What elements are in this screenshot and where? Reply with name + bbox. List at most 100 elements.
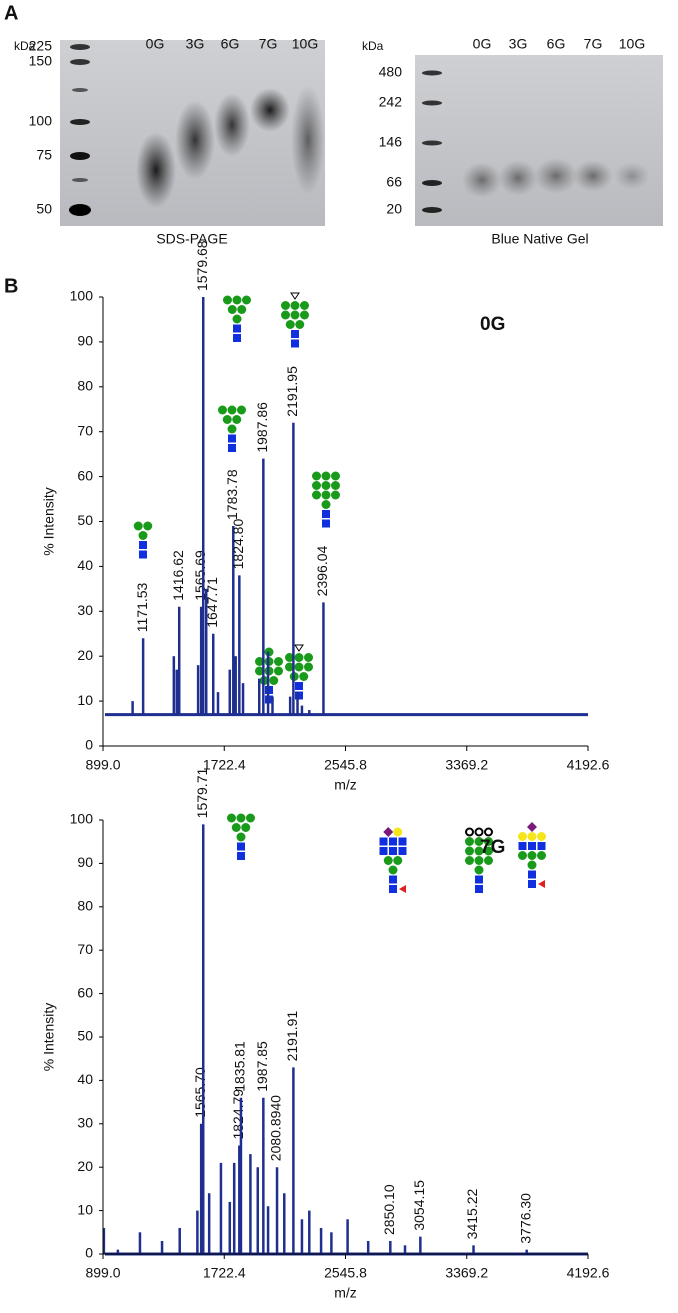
gel-bands bbox=[422, 70, 650, 213]
glycan-icon bbox=[218, 405, 246, 452]
glycan-residue bbox=[321, 481, 331, 490]
peak-label: 3415.22 bbox=[464, 1188, 480, 1239]
glycan-residue bbox=[274, 666, 283, 676]
glycan-residue bbox=[321, 471, 331, 481]
glycan-residue bbox=[393, 856, 403, 865]
glycan-residue bbox=[398, 847, 407, 855]
glycan-residue bbox=[537, 842, 546, 850]
glycan-residue bbox=[389, 847, 397, 855]
glycan-residue bbox=[312, 481, 321, 490]
x-tick-label: 4192.6 bbox=[567, 1265, 610, 1281]
glycan-residue bbox=[281, 310, 290, 320]
glycan-residue bbox=[232, 314, 242, 324]
x-tick-label: 3369.2 bbox=[445, 1265, 488, 1281]
glycan-residue bbox=[291, 330, 299, 338]
marker-label: 146 bbox=[379, 134, 403, 150]
x-tick-label: 2545.8 bbox=[324, 1265, 367, 1281]
glycan-residue bbox=[237, 852, 245, 860]
glycan-residue bbox=[233, 334, 241, 342]
y-tick-label: 40 bbox=[77, 557, 93, 573]
gel-caption: SDS-PAGE bbox=[156, 231, 227, 247]
y-tick-label: 50 bbox=[77, 1028, 93, 1044]
glycan-residue bbox=[139, 541, 147, 549]
glycan-residue bbox=[528, 880, 536, 888]
glycan-residue bbox=[232, 295, 242, 305]
glycan-icon bbox=[281, 292, 309, 348]
x-axis-label: m/z bbox=[334, 1285, 357, 1301]
glycan-residue bbox=[331, 490, 340, 500]
y-axis-label: % Intensity bbox=[41, 1003, 57, 1071]
peak-label: 2396.04 bbox=[314, 545, 330, 596]
glycan-residue bbox=[474, 837, 484, 846]
marker-label: 480 bbox=[379, 64, 403, 80]
glycan-residue bbox=[474, 827, 484, 837]
peak-label: 2191.95 bbox=[284, 366, 300, 417]
glycan-residue bbox=[399, 885, 406, 893]
glycan-residue bbox=[290, 301, 300, 310]
glycan-residue bbox=[295, 682, 303, 690]
lane-label: 10G bbox=[292, 36, 318, 52]
glycan-residue bbox=[300, 310, 309, 320]
glycan-residue bbox=[138, 531, 148, 540]
y-tick-label: 60 bbox=[77, 984, 93, 1000]
glycan-residue bbox=[274, 657, 283, 666]
peak-label: 2850.10 bbox=[381, 1184, 397, 1235]
glycan-residue bbox=[475, 875, 483, 884]
lane-label: 3G bbox=[509, 36, 528, 52]
glycan-residue bbox=[321, 500, 331, 509]
glycan-residue bbox=[321, 490, 331, 500]
glycan-residue bbox=[304, 662, 313, 672]
glycan-residue bbox=[222, 415, 232, 424]
y-tick-label: 90 bbox=[77, 854, 93, 870]
y-tick-label: 10 bbox=[77, 692, 93, 708]
glycan-residue bbox=[527, 822, 537, 832]
glycan-residue bbox=[241, 823, 251, 832]
glycan-residue bbox=[527, 851, 537, 860]
peak-label: 1987.85 bbox=[254, 1041, 270, 1092]
glycan-residue bbox=[465, 846, 474, 856]
x-tick-label: 1722.4 bbox=[203, 757, 246, 773]
glycan-residue bbox=[228, 444, 236, 452]
glycan-residue bbox=[322, 519, 330, 528]
peak-label: 1579.68 bbox=[194, 240, 210, 291]
glycan-residue bbox=[518, 842, 527, 850]
y-tick-label: 10 bbox=[77, 1201, 93, 1217]
glycan-residue bbox=[389, 885, 397, 893]
glycan-residue bbox=[393, 827, 403, 837]
glycan-residue bbox=[538, 880, 545, 888]
marker-label: 66 bbox=[386, 174, 402, 190]
x-tick-label: 899.0 bbox=[85, 757, 120, 773]
glycan-residue bbox=[294, 644, 304, 652]
y-axis-label: % Intensity bbox=[41, 487, 57, 555]
glycan-residue bbox=[484, 856, 493, 865]
glycan-residue bbox=[223, 295, 232, 305]
x-axis-label: m/z bbox=[334, 777, 357, 793]
marker-label: 20 bbox=[386, 201, 402, 217]
panel-label: A bbox=[4, 2, 18, 24]
y-tick-label: 30 bbox=[77, 602, 93, 618]
glycan-residue bbox=[255, 666, 264, 676]
glycan-residue bbox=[379, 847, 388, 855]
glycan-residue bbox=[475, 885, 483, 893]
glycan-residue bbox=[290, 292, 300, 300]
glycan-residue bbox=[383, 827, 394, 837]
unit-label: kDa bbox=[14, 39, 36, 53]
glycan-residue bbox=[294, 653, 304, 662]
glycan-residue bbox=[236, 832, 246, 842]
marker-label: 50 bbox=[36, 201, 52, 217]
y-tick-label: 50 bbox=[77, 512, 93, 528]
gel-bands bbox=[69, 44, 325, 216]
peak-label: 1824.80 bbox=[230, 519, 246, 570]
x-tick-label: 899.0 bbox=[85, 1265, 120, 1281]
glycan-icon bbox=[518, 822, 546, 888]
glycan-residue bbox=[312, 490, 321, 500]
glycan-residue bbox=[236, 813, 246, 823]
glycan-residue bbox=[227, 813, 236, 823]
glycan-residue bbox=[537, 832, 546, 841]
glycan-icon bbox=[312, 471, 340, 528]
glycan-residue bbox=[237, 305, 247, 314]
peak-label: 3776.30 bbox=[517, 1193, 533, 1244]
gel-caption: Blue Native Gel bbox=[491, 231, 588, 247]
glycan-residue bbox=[133, 521, 143, 531]
